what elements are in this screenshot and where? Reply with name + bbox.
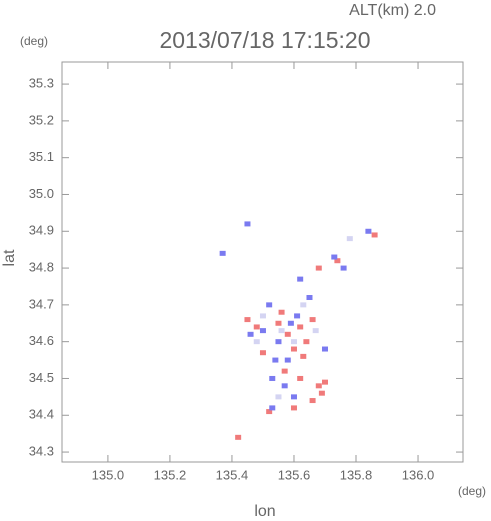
x-tick-label: 136.0 — [402, 467, 435, 482]
echo-point — [294, 313, 301, 319]
echo-point — [244, 317, 251, 323]
y-tick-label: 34.7 — [29, 296, 54, 311]
y-tick-label: 35.1 — [29, 149, 54, 164]
echo-point — [346, 236, 353, 242]
y-tick-label: 34.5 — [29, 370, 54, 385]
echo-point — [266, 409, 273, 415]
echo-point — [278, 328, 285, 334]
echo-point — [303, 339, 310, 345]
echo-point — [259, 350, 266, 356]
echo-point — [269, 375, 276, 381]
echo-point — [278, 309, 285, 315]
echo-point — [365, 228, 372, 234]
y-tick-label: 35.3 — [29, 76, 54, 91]
x-tick-label: 135.6 — [278, 467, 311, 482]
echo-point — [269, 405, 276, 411]
altitude-label: ALT(km) 2.0 — [349, 2, 436, 19]
echo-point — [290, 394, 297, 400]
chart-title: 2013/07/18 17:15:20 — [159, 27, 370, 53]
echo-point — [334, 258, 341, 264]
echo-point — [244, 221, 251, 227]
echo-point — [290, 339, 297, 345]
echo-point — [300, 302, 307, 308]
echo-point — [275, 320, 282, 326]
echo-point — [259, 328, 266, 334]
echo-point — [275, 394, 282, 400]
echo-point — [281, 368, 288, 374]
y-tick-label: 34.9 — [29, 223, 54, 238]
echo-point — [300, 353, 307, 359]
echo-point — [259, 313, 266, 319]
echo-point — [253, 324, 260, 330]
x-tick-label: 135.8 — [340, 467, 373, 482]
echo-point — [315, 383, 322, 389]
echo-point — [312, 328, 319, 334]
echo-point — [272, 357, 279, 363]
echo-point — [306, 295, 313, 301]
y-unit: (deg) — [20, 34, 48, 48]
echo-point — [371, 232, 378, 238]
echo-point — [297, 324, 304, 330]
echo-point — [281, 383, 288, 389]
y-tick-label: 35.2 — [29, 112, 54, 127]
echo-point — [219, 250, 226, 256]
x-axis-label: lon — [254, 503, 275, 520]
echo-point — [315, 265, 322, 271]
y-tick-label: 34.6 — [29, 333, 54, 348]
echo-point — [287, 320, 294, 326]
echo-point — [247, 331, 254, 337]
echo-point — [266, 302, 273, 308]
echo-point — [331, 254, 338, 260]
echo-point — [297, 375, 304, 381]
echo-point — [309, 317, 316, 323]
echo-point — [297, 276, 304, 282]
x-unit: (deg) — [458, 484, 486, 498]
x-tick-label: 135.4 — [216, 467, 249, 482]
echo-point — [321, 346, 328, 352]
echo-point — [318, 390, 325, 396]
y-tick-label: 34.4 — [29, 407, 54, 422]
echo-point — [340, 265, 347, 271]
x-tick-label: 135.2 — [154, 467, 187, 482]
plot-frame — [61, 61, 464, 463]
echo-point — [284, 331, 291, 337]
echo-point — [253, 339, 260, 345]
x-tick-label: 135.0 — [92, 467, 125, 482]
y-tick-label: 35.0 — [29, 186, 54, 201]
y-tick-label: 34.3 — [29, 444, 54, 459]
echo-point — [321, 379, 328, 385]
echo-point — [235, 434, 242, 440]
y-tick-label: 34.8 — [29, 260, 54, 275]
echo-point — [290, 405, 297, 411]
echo-point — [309, 398, 316, 404]
echo-point — [284, 357, 291, 363]
echo-point — [290, 346, 297, 352]
echo-point — [275, 339, 282, 345]
y-axis-label: lat — [1, 249, 18, 266]
